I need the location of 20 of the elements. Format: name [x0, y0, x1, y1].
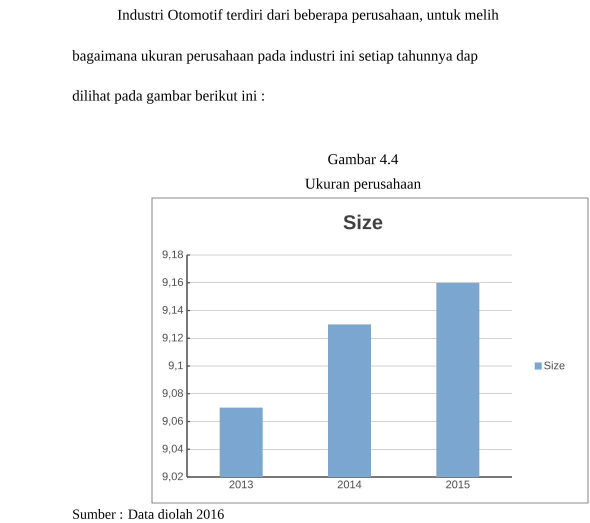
- legend-label: Size: [544, 361, 565, 370]
- chart-title: Size: [344, 214, 382, 230]
- text: bagaimana ukuran perusahaan pada industri ini setiap tahunnya dap: [72, 50, 478, 64]
- y-tick-label: 9,16: [162, 278, 183, 288]
- y-tick-label: 9,12: [162, 334, 183, 343]
- y-tick-label: 9,18: [162, 250, 183, 260]
- y-tick-label: 9,08: [162, 389, 183, 398]
- y-tick-label: 9,04: [162, 444, 184, 454]
- y-tick-label: 9,02: [162, 472, 183, 482]
- text: Industri Otomotif terdiri dari beberapa perusahaan, untuk melih: [118, 9, 499, 23]
- text: Ukuran perusahaan: [305, 178, 421, 192]
- text: Sumber : Data diolah 2016: [73, 509, 224, 519]
- y-tick-label: 9,06: [162, 416, 183, 426]
- text: Gambar 4.4: [328, 154, 398, 164]
- x-tick-label: 2015: [446, 480, 470, 488]
- y-tick-label: 9,1: [168, 361, 183, 371]
- x-tick-label: 2013: [229, 480, 253, 488]
- x-tick-label: 2014: [338, 480, 362, 488]
- y-tick-label: 9,14: [162, 306, 184, 316]
- text: dilihat pada gambar berikut ini :: [72, 90, 264, 104]
